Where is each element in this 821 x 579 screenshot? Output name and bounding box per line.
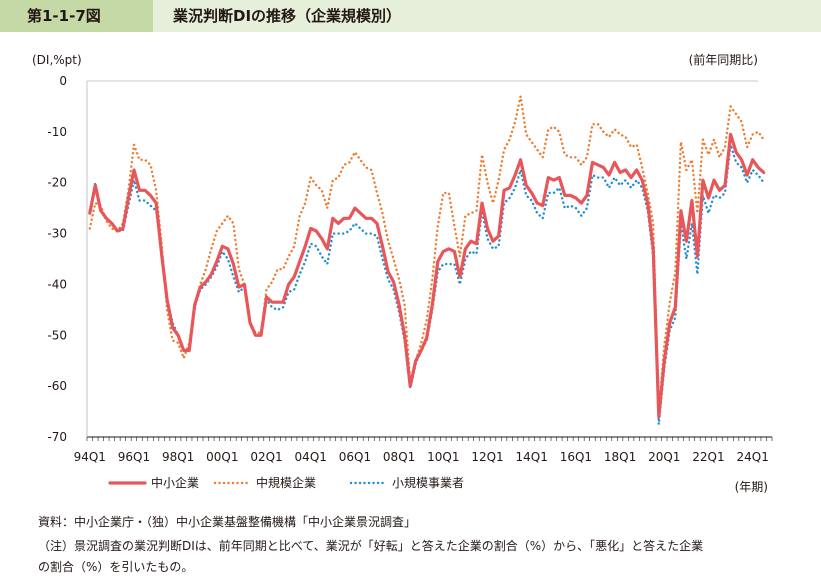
legend: 中小企業 中規模企業 小規模事業者 bbox=[108, 475, 464, 490]
y-tick-label: -70 bbox=[47, 430, 67, 444]
x-tick-label: 02Q1 bbox=[250, 450, 282, 464]
series-line-2 bbox=[88, 95, 765, 413]
figure-label: 第1-1-7図 bbox=[0, 0, 153, 32]
legend-label-3: 小規模事業者 bbox=[392, 475, 464, 490]
legend-label-2: 中規模企業 bbox=[256, 475, 316, 490]
y-axis-label-right: (前年同期比) bbox=[689, 52, 758, 67]
x-tick-label: 98Q1 bbox=[162, 450, 194, 464]
y-tick-label: -30 bbox=[47, 227, 67, 241]
y-tick-label: -20 bbox=[47, 176, 67, 190]
x-tick-label: 00Q1 bbox=[206, 450, 238, 464]
legend-label-1: 中小企業 bbox=[151, 475, 199, 490]
y-tick-label: -10 bbox=[47, 125, 67, 139]
series-layer bbox=[88, 95, 766, 426]
title-bar: 第1-1-7図 業況判断DIの推移（企業規模別） bbox=[0, 0, 821, 32]
line-chart: (DI,%pt) (前年同期比) 0-10-20-30-40-50-60-70 … bbox=[32, 52, 773, 494]
footnote-line-1: （注）景況調査の業況判断DIは、前年同期と比べて、業況が「好転」と答えた企業の割… bbox=[38, 539, 704, 553]
x-tick-label: 22Q1 bbox=[692, 450, 724, 464]
source-note: 資料：中小企業庁・（独）中小企業基盤整備機構「中小企業景況調査」 bbox=[38, 515, 417, 529]
y-tick-label: -50 bbox=[47, 328, 67, 342]
x-tick-label: 18Q1 bbox=[604, 450, 636, 464]
x-tick-label: 96Q1 bbox=[118, 450, 150, 464]
x-tick-label: 06Q1 bbox=[339, 450, 371, 464]
x-axis-label: (年期) bbox=[735, 480, 768, 494]
figure-title-panel: 業況判断DIの推移（企業規模別） bbox=[153, 0, 821, 32]
x-tick-label: 14Q1 bbox=[516, 450, 548, 464]
y-tick-label: -40 bbox=[47, 277, 67, 291]
x-tick-label: 20Q1 bbox=[648, 450, 680, 464]
footnote-line-2: の割合（%）を引いたもの。 bbox=[38, 560, 194, 574]
y-tick-label: -60 bbox=[47, 379, 67, 393]
x-tick-label: 04Q1 bbox=[295, 450, 327, 464]
x-tick-label: 12Q1 bbox=[471, 450, 503, 464]
x-tick-label: 08Q1 bbox=[383, 450, 415, 464]
x-tick-label: 24Q1 bbox=[736, 450, 768, 464]
y-tick-label: 0 bbox=[59, 74, 67, 88]
x-tick-label: 16Q1 bbox=[560, 450, 592, 464]
series-line-1 bbox=[88, 132, 766, 419]
y-axis-label: (DI,%pt) bbox=[32, 53, 82, 67]
x-tick-label: 94Q1 bbox=[74, 450, 106, 464]
y-axis-ticks: 0 -10 -20 -30 -40 -50 -60 -70 bbox=[47, 74, 67, 444]
x-axis-ticks: 94Q1 96Q1 98Q1 00Q1 02Q1 04Q1 06Q1 08Q1 10Q1 12Q1… bbox=[74, 437, 773, 464]
figure-title: 業況判断DIの推移（企業規模別） bbox=[173, 7, 402, 25]
x-tick-label: 10Q1 bbox=[427, 450, 459, 464]
